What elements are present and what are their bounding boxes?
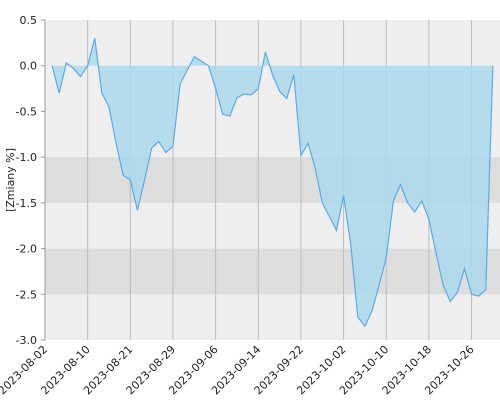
y-tick-label: -0.5 <box>16 105 37 118</box>
y-tick-label: 0.5 <box>20 14 38 27</box>
line <box>51 38 494 328</box>
band <box>45 248 500 295</box>
y-tick-label: -1.5 <box>16 197 37 210</box>
y-tick-label: -2.5 <box>16 288 37 301</box>
y-tick-label: -3.0 <box>16 334 37 347</box>
y-tick-label: -1.0 <box>16 151 37 164</box>
y-tick-label: 0.0 <box>20 60 38 73</box>
y-tick-label: -2.0 <box>16 243 37 256</box>
y-axis-label: [Zmiany %] <box>4 148 17 212</box>
area <box>52 38 493 327</box>
